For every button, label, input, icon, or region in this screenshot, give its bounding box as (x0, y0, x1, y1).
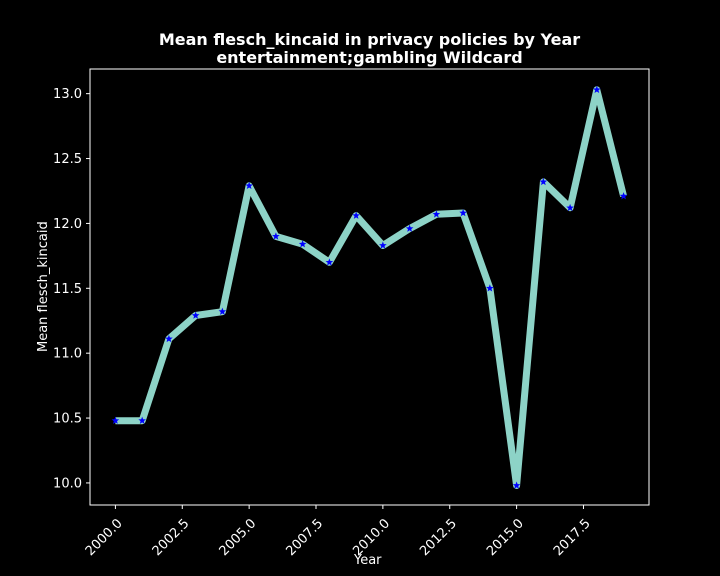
data-point-marker (619, 192, 628, 200)
data-point-marker (379, 241, 387, 249)
data-point-marker (486, 284, 494, 292)
y-tick-label: 12.5 (53, 152, 82, 167)
series-line (115, 86, 627, 489)
data-point-marker (111, 416, 120, 424)
x-tick-label: 2005.0 (217, 516, 260, 559)
chart-subtitle: entertainment;gambling Wildcard (216, 48, 523, 67)
data-point-marker (405, 224, 414, 232)
y-tick-label: 13.0 (53, 87, 82, 102)
x-tick-label: 2007.5 (283, 516, 326, 559)
x-tick-label: 2002.5 (150, 516, 193, 559)
x-tick-label: 2012.5 (417, 516, 460, 559)
data-point-marker (432, 210, 441, 218)
data-point-marker (165, 334, 173, 343)
data-point-marker (566, 203, 574, 212)
x-axis-label: Year (354, 553, 382, 568)
y-tick-label: 11.5 (53, 282, 82, 297)
data-point-marker (298, 240, 307, 248)
data-point-marker (191, 311, 200, 319)
x-tick-label: 2000.0 (83, 516, 126, 559)
data-point-marker (512, 481, 521, 489)
data-point-marker (138, 416, 146, 424)
data-point-marker (272, 232, 280, 240)
x-tick-label: 2017.5 (551, 516, 594, 559)
data-point-marker (245, 181, 253, 190)
data-point-marker (352, 211, 360, 219)
plot-frame (89, 68, 650, 506)
data-point-marker (539, 177, 548, 186)
data-point-marker (459, 209, 467, 217)
data-point-marker (218, 307, 227, 315)
data-point-marker (325, 258, 334, 266)
y-tick-label: 11.0 (53, 347, 82, 362)
data-point-marker (593, 85, 601, 93)
y-tick-label: 12.0 (53, 217, 82, 232)
chart-title: Mean flesch_kincaid in privacy policies … (158, 30, 581, 49)
y-axis-label: Mean flesch_kincaid (36, 221, 51, 352)
y-tick-label: 10.0 (53, 476, 82, 491)
y-tick-label: 10.5 (53, 412, 82, 427)
x-tick-label: 2015.0 (484, 516, 527, 559)
